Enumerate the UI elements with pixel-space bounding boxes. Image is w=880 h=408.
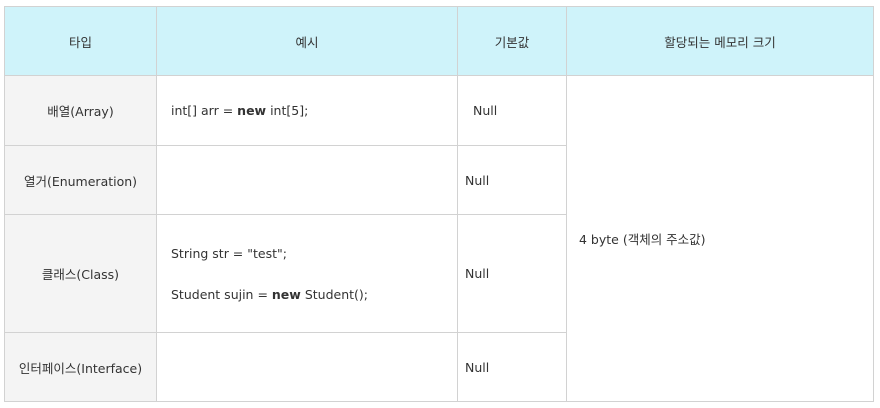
- reference-type-table: 타입 예시 기본값 할당되는 메모리 크기 배열(Array) int[] ar…: [4, 6, 874, 402]
- example-cell: int[] arr = new int[5];: [156, 75, 458, 146]
- example-cell: [156, 332, 458, 402]
- type-cell: 배열(Array): [4, 75, 157, 146]
- code-line: Student sujin = new Student();: [171, 286, 368, 302]
- example-cell: String str = "test"; Student sujin = new…: [156, 214, 458, 333]
- default-cell: Null: [457, 75, 567, 146]
- header-example: 예시: [156, 6, 458, 76]
- table-row: 클래스(Class) String str = "test"; Student …: [4, 214, 874, 333]
- header-memory: 할당되는 메모리 크기: [566, 6, 874, 76]
- header-type: 타입: [4, 6, 157, 76]
- header-default: 기본값: [457, 6, 567, 76]
- table-row: 배열(Array) int[] arr = new int[5]; Null 4…: [4, 75, 874, 402]
- code-line: int[] arr = new int[5];: [171, 103, 309, 118]
- memory-cell: 4 byte (객체의 주소값): [566, 75, 874, 402]
- default-cell: Null: [457, 214, 567, 333]
- code-line: String str = "test";: [171, 245, 287, 261]
- type-cell: 클래스(Class): [4, 214, 157, 333]
- default-cell: Null: [457, 332, 567, 402]
- example-cell: [156, 145, 458, 215]
- table-header-row: 타입 예시 기본값 할당되는 메모리 크기: [4, 6, 874, 76]
- type-cell: 인터페이스(Interface): [4, 332, 157, 402]
- table-row: 인터페이스(Interface) Null: [4, 332, 874, 402]
- type-cell: 열거(Enumeration): [4, 145, 157, 215]
- table-row: 열거(Enumeration) Null: [4, 145, 874, 215]
- default-cell: Null: [457, 145, 567, 215]
